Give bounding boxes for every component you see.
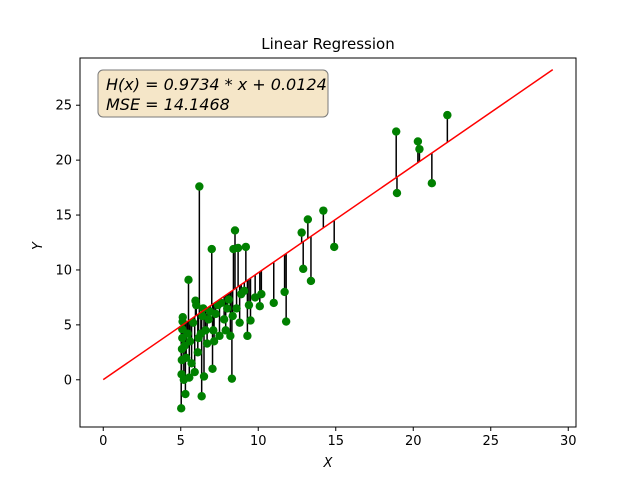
- x-tick-label: 5: [177, 434, 185, 449]
- data-point: [198, 311, 207, 321]
- data-point: [235, 318, 244, 327]
- data-point: [207, 244, 216, 254]
- y-tick-label: 5: [64, 318, 72, 333]
- x-axis-label: X: [323, 456, 334, 471]
- x-tick-label: 25: [482, 434, 499, 449]
- mse-text: MSE = 14.1468: [106, 95, 230, 114]
- data-point: [427, 178, 437, 188]
- y-axis-label: Y: [31, 241, 46, 250]
- plot-marks: [102, 69, 554, 413]
- data-point: [204, 315, 213, 324]
- x-tick-label: 20: [405, 434, 422, 449]
- data-point: [306, 276, 316, 286]
- chart-title: Linear Regression: [261, 35, 394, 53]
- data-point: [181, 353, 191, 363]
- data-point: [219, 315, 229, 324]
- data-point: [188, 318, 198, 327]
- data-point: [240, 286, 249, 296]
- data-point: [185, 337, 195, 346]
- data-point: [199, 304, 208, 313]
- data-point: [181, 389, 190, 399]
- data-point: [185, 373, 194, 382]
- y-tick-label: 20: [55, 154, 72, 169]
- data-point: [177, 404, 186, 413]
- x-tick-label: 10: [250, 434, 267, 449]
- data-point: [184, 275, 193, 285]
- y-tick-label: 15: [55, 209, 72, 224]
- data-point: [303, 215, 313, 224]
- data-point: [299, 264, 308, 274]
- data-point: [211, 309, 220, 319]
- data-point: [443, 110, 452, 120]
- data-point: [232, 304, 241, 313]
- axes: 0 5 10 15 20 25 30 0 5 10 15 20 25: [55, 57, 577, 449]
- equation-text: H(x) = 0.9734 * x + 0.0124: [106, 75, 327, 94]
- data-point: [190, 367, 199, 377]
- x-tick-label: 15: [327, 434, 344, 449]
- data-point: [392, 188, 402, 198]
- data-point: [246, 316, 255, 325]
- data-point: [413, 137, 423, 146]
- data-point: [183, 329, 192, 338]
- data-point: [209, 326, 218, 335]
- data-point: [269, 298, 278, 308]
- data-point: [226, 331, 235, 341]
- data-point: [243, 331, 252, 341]
- y-tick-label: 10: [55, 263, 72, 278]
- data-point: [281, 317, 291, 326]
- equation-annotation: H(x) = 0.9734 * x + 0.0124 MSE = 14.1468: [97, 69, 329, 118]
- regression-line: [102, 69, 554, 381]
- data-point: [255, 301, 264, 311]
- data-point: [227, 374, 237, 383]
- data-point: [187, 359, 196, 368]
- data-point: [257, 289, 266, 299]
- data-point: [230, 226, 240, 235]
- data-point: [215, 331, 224, 341]
- x-tick-label: 30: [560, 434, 577, 449]
- data-point: [415, 144, 424, 154]
- x-tick-label: 0: [99, 434, 107, 449]
- data-point: [244, 300, 254, 310]
- data-point: [202, 339, 212, 348]
- data-point: [330, 242, 339, 252]
- data-point: [228, 311, 237, 321]
- annotation-box: [97, 69, 329, 118]
- data-point: [178, 312, 187, 322]
- data-point: [241, 242, 251, 252]
- data-point: [224, 295, 233, 304]
- data-point: [223, 304, 232, 313]
- data-point: [233, 243, 243, 253]
- y-tick-label: 25: [55, 99, 72, 114]
- data-point: [192, 300, 201, 310]
- y-tick-label: 0: [64, 373, 72, 388]
- data-point: [193, 348, 202, 357]
- data-point: [250, 293, 260, 302]
- data-point: [199, 372, 209, 381]
- plot-frame: [79, 57, 577, 428]
- data-point: [208, 364, 217, 373]
- data-point: [216, 298, 226, 308]
- data-point: [197, 392, 206, 401]
- data-point: [209, 337, 219, 346]
- data-point: [297, 228, 306, 237]
- data-point: [221, 326, 230, 335]
- data-point: [319, 206, 328, 215]
- data-point: [201, 326, 210, 335]
- data-point: [195, 182, 204, 191]
- data-point: [280, 287, 289, 297]
- data-point: [392, 127, 401, 136]
